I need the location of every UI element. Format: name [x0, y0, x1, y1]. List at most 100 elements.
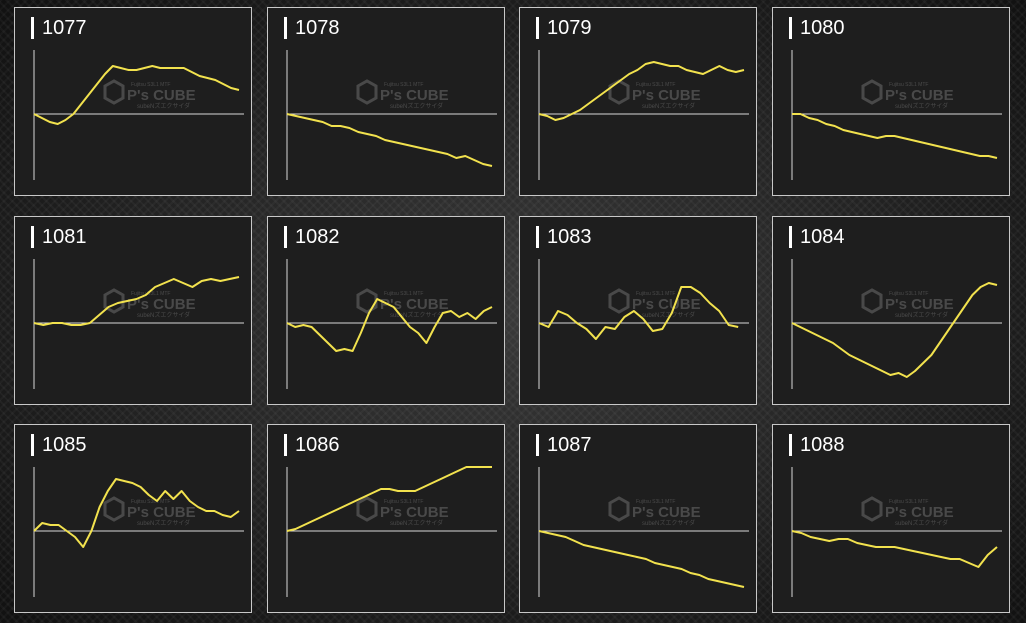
svg-text:Fujitsu S3L1 MTF: Fujitsu S3L1 MTF [384, 499, 423, 505]
title-accent-bar [789, 434, 792, 456]
chart-panel[interactable]: 1086 P's CUBE Fujitsu S3L1 MTF subeNズエクサイダ [267, 424, 505, 613]
series-line [33, 276, 240, 326]
svg-text:subeNズエクサイダ: subeNズエクサイダ [137, 519, 190, 527]
svg-text:subeNズエクサイダ: subeNズエクサイダ [642, 311, 695, 319]
chart-title: 1086 [295, 434, 340, 456]
chart-panel[interactable]: 1083 P's CUBE Fujitsu S3L1 MTF subeNズエクサイダ [519, 216, 757, 405]
chart-title: 1082 [295, 226, 340, 248]
chart-panel[interactable]: 1077 P's CUBE Fujitsu S3L1 MTF subeNズエクサイダ [14, 7, 252, 196]
svg-text:P's CUBE: P's CUBE [127, 296, 196, 313]
title-accent-bar [284, 226, 287, 248]
svg-text:subeNズエクサイダ: subeNズエクサイダ [390, 519, 443, 527]
svg-text:subeNズエクサイダ: subeNズエクサイダ [895, 102, 948, 110]
svg-text:Fujitsu S3L1 MTF: Fujitsu S3L1 MTF [384, 82, 423, 88]
svg-text:P's CUBE: P's CUBE [632, 296, 701, 313]
svg-text:Fujitsu S3L1 MTF: Fujitsu S3L1 MTF [889, 82, 928, 88]
svg-text:subeNズエクサイダ: subeNズエクサイダ [137, 311, 190, 319]
svg-text:Fujitsu S3L1 MTF: Fujitsu S3L1 MTF [384, 291, 423, 297]
series-line [791, 530, 998, 568]
title-accent-bar [284, 17, 287, 39]
chart-title: 1081 [42, 226, 87, 248]
svg-text:subeNズエクサイダ: subeNズエクサイダ [642, 102, 695, 110]
svg-text:P's CUBE: P's CUBE [632, 87, 701, 104]
title-accent-bar [789, 226, 792, 248]
series-line [286, 298, 493, 352]
title-accent-bar [536, 17, 539, 39]
series-line [792, 113, 998, 159]
series-line [791, 282, 998, 378]
title-accent-bar [536, 226, 539, 248]
series-line [33, 65, 240, 125]
title-accent-bar [31, 226, 34, 248]
title-accent-bar [31, 434, 34, 456]
chart-panel[interactable]: 1085 P's CUBE Fujitsu S3L1 MTF subeNズエクサイダ [14, 424, 252, 613]
svg-text:P's CUBE: P's CUBE [127, 87, 196, 104]
chart-title: 1077 [42, 17, 87, 39]
chart-panel[interactable]: 1087 P's CUBE Fujitsu S3L1 MTF subeNズエクサイダ [519, 424, 757, 613]
svg-text:subeNズエクサイダ: subeNズエクサイダ [390, 102, 443, 110]
svg-text:P's CUBE: P's CUBE [380, 296, 449, 313]
svg-text:P's CUBE: P's CUBE [127, 504, 196, 521]
svg-text:subeNズエクサイダ: subeNズエクサイダ [390, 311, 443, 319]
chart-panel[interactable]: 1082 P's CUBE Fujitsu S3L1 MTF subeNズエクサイダ [267, 216, 505, 405]
chart-title: 1087 [547, 434, 592, 456]
chart-title: 1083 [547, 226, 592, 248]
svg-text:Fujitsu S3L1 MTF: Fujitsu S3L1 MTF [131, 499, 170, 505]
series-line [538, 286, 739, 340]
title-accent-bar [31, 17, 34, 39]
svg-text:P's CUBE: P's CUBE [380, 504, 449, 521]
title-accent-bar [536, 434, 539, 456]
chart-title: 1085 [42, 434, 87, 456]
svg-text:Fujitsu S3L1 MTF: Fujitsu S3L1 MTF [636, 82, 675, 88]
svg-text:subeNズエクサイダ: subeNズエクサイダ [642, 519, 695, 527]
chart-title: 1078 [295, 17, 340, 39]
svg-text:Fujitsu S3L1 MTF: Fujitsu S3L1 MTF [889, 499, 928, 505]
svg-text:P's CUBE: P's CUBE [632, 504, 701, 521]
svg-text:P's CUBE: P's CUBE [885, 87, 954, 104]
chart-title: 1080 [800, 17, 845, 39]
chart-panel[interactable]: 1081 P's CUBE Fujitsu S3L1 MTF subeNズエクサイダ [14, 216, 252, 405]
chart-panel[interactable]: 1084 P's CUBE Fujitsu S3L1 MTF subeNズエクサイダ [772, 216, 1010, 405]
chart-title: 1079 [547, 17, 592, 39]
chart-title: 1088 [800, 434, 845, 456]
chart-panel[interactable]: 1088 P's CUBE Fujitsu S3L1 MTF subeNズエクサイダ [772, 424, 1010, 613]
svg-text:P's CUBE: P's CUBE [885, 296, 954, 313]
svg-text:Fujitsu S3L1 MTF: Fujitsu S3L1 MTF [889, 291, 928, 297]
svg-text:Fujitsu S3L1 MTF: Fujitsu S3L1 MTF [131, 291, 170, 297]
chart-panel[interactable]: 1078 P's CUBE Fujitsu S3L1 MTF subeNズエクサイダ [267, 7, 505, 196]
series-line [286, 113, 493, 167]
svg-text:Fujitsu S3L1 MTF: Fujitsu S3L1 MTF [636, 499, 675, 505]
svg-text:subeNズエクサイダ: subeNズエクサイダ [895, 311, 948, 319]
series-line [538, 61, 745, 121]
svg-text:P's CUBE: P's CUBE [380, 87, 449, 104]
chart-panel[interactable]: 1080 P's CUBE Fujitsu S3L1 MTF subeNズエクサイダ [772, 7, 1010, 196]
chart-panel[interactable]: 1079 P's CUBE Fujitsu S3L1 MTF subeNズエクサイダ [519, 7, 757, 196]
chart-title: 1084 [800, 226, 845, 248]
svg-text:subeNズエクサイダ: subeNズエクサイダ [137, 102, 190, 110]
series-line [33, 478, 240, 548]
svg-text:subeNズエクサイダ: subeNズエクサイダ [895, 519, 948, 527]
series-line [286, 466, 492, 532]
title-accent-bar [284, 434, 287, 456]
